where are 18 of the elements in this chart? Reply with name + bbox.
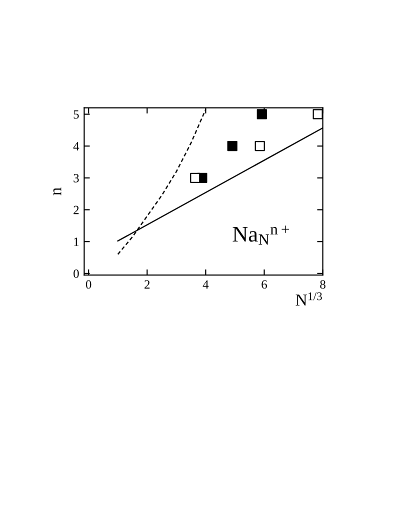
y-tick-label: 1 — [74, 238, 79, 246]
y-axis-title: n — [53, 188, 62, 196]
y-tick-label: 0 — [74, 269, 79, 278]
point — [256, 109, 267, 120]
x-axis-title: N$^{1/3}$ — [296, 292, 322, 306]
x-tick-label: 0 — [86, 280, 92, 289]
point — [190, 172, 200, 183]
point — [254, 141, 265, 152]
y-tick-label: 4 — [73, 142, 80, 150]
point — [227, 141, 238, 152]
y-tick-label: 5 — [74, 110, 79, 119]
x-tick-label: 6 — [262, 280, 267, 289]
y-tick-label: 2 — [74, 206, 79, 214]
x-tick-label: 2 — [144, 280, 150, 289]
y-tick-label: 3 — [74, 174, 79, 182]
annotation: Na$_{N}$$^{n+}$ — [232, 226, 289, 245]
x-tick-label: 8 — [320, 280, 326, 289]
x-tick-label: 4 — [202, 280, 209, 289]
